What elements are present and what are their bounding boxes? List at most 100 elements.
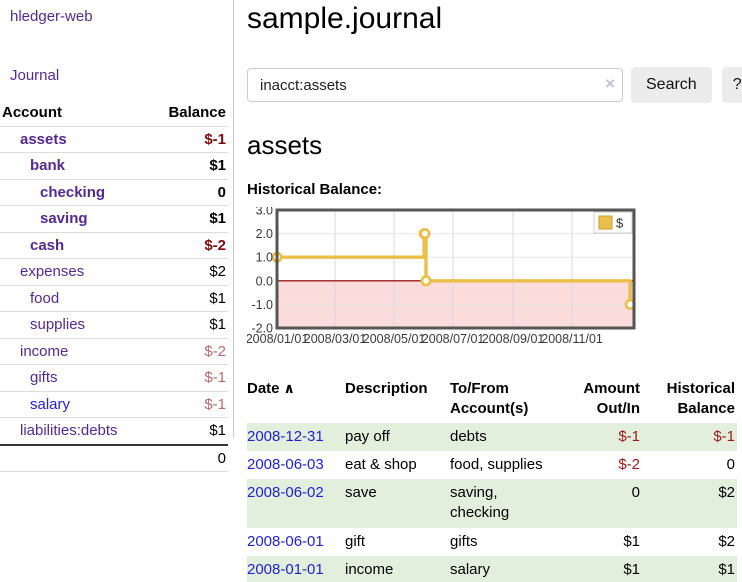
accounts-header-balance: Balance (168, 104, 226, 121)
account-row: cash $-2 (0, 232, 228, 259)
account-balance: $-2 (204, 236, 226, 254)
account-balance: $-1 (204, 130, 226, 148)
brand-link[interactable]: hledger-web (10, 8, 93, 25)
transaction-accounts: saving, checking (450, 484, 510, 522)
sidebar-account-link[interactable]: assets (20, 130, 67, 148)
search-button[interactable]: Search (631, 67, 712, 103)
account-heading: assets (247, 130, 323, 160)
account-row: saving $1 (0, 206, 228, 232)
help-button[interactable]: ? (721, 67, 742, 103)
transaction-date-link[interactable]: 2008-12-31 (247, 427, 324, 445)
search-input[interactable] (247, 68, 623, 102)
register-table: Date ∧ Description To/From Account(s) Amount O… (247, 376, 737, 582)
historical-balance-chart: $3.0 2.0 1.0 0.0 -1.0 -2.02008/01/012008/03/0… (246, 204, 636, 346)
account-cell: gifts (0, 365, 151, 392)
sidebar-account-link[interactable]: supplies (30, 316, 86, 333)
chart-border (275, 208, 636, 330)
transaction-date-cell: 2008-12-31 (247, 423, 345, 451)
account-cell: liabilities:debts (0, 418, 151, 445)
account-balance: $1 (209, 289, 226, 307)
transaction-date-link[interactable]: 2008-06-03 (247, 455, 324, 473)
sidebar-divider (233, 0, 234, 438)
legend-label: $ (616, 216, 624, 231)
accounts-total-value: 0 (217, 449, 226, 467)
x-axis-tick-label: 2008/05/01 (363, 332, 426, 346)
account-cell: bank (0, 153, 151, 180)
sidebar-account-link[interactable]: gifts (30, 369, 58, 386)
transaction-amount: $1 (623, 560, 640, 578)
account-row: expenses $2 (0, 259, 228, 285)
transaction-balance: $1 (718, 560, 735, 578)
sidebar-account-link[interactable]: food (30, 289, 60, 307)
sidebar-account-link[interactable]: cash (30, 236, 65, 254)
register-header-amount: Amount Out/In (583, 380, 640, 418)
account-balance: $-2 (204, 342, 226, 360)
account-row: supplies $1 (0, 312, 228, 339)
transaction-balance: $-1 (713, 427, 735, 445)
transaction-description: save (345, 484, 377, 501)
y-axis-tick-label: -1.0 (251, 298, 273, 312)
accounts-total-spacer (0, 445, 151, 472)
transaction-row: 2008-06-02 save saving, checking 0 $2 (247, 479, 737, 528)
account-balance: $2 (209, 263, 226, 280)
transaction-date-cell: 2008-01-01 (247, 556, 345, 582)
sidebar-account-link[interactable]: saving (40, 210, 88, 227)
register-header-row: Date ∧ Description To/From Account(s) Amount O… (247, 376, 737, 423)
transaction-amount: 0 (631, 484, 640, 501)
data-point-marker (419, 228, 431, 240)
sidebar-account-link[interactable]: income (20, 342, 69, 360)
account-balance: $1 (209, 210, 226, 227)
account-cell: food (0, 285, 151, 312)
account-cell: checking (0, 179, 151, 206)
y-axis-tick-label: 0.0 (256, 274, 273, 288)
register-header-date[interactable]: Date ∧ (247, 380, 295, 397)
transaction-accounts: debts (450, 427, 487, 445)
account-balance: $-1 (204, 395, 226, 413)
account-cell: salary (0, 391, 151, 418)
sidebar-account-link[interactable]: liabilities:debts (20, 422, 118, 439)
account-cell: supplies (0, 312, 151, 339)
sidebar-account-link[interactable]: expenses (20, 263, 85, 280)
chart-heading: Historical Balance: (247, 181, 383, 198)
transaction-date-cell: 2008-06-03 (247, 451, 345, 479)
transaction-date-cell: 2008-06-01 (247, 528, 345, 556)
x-axis-tick-label: 2008/07/01 (422, 332, 485, 346)
account-cell: income (0, 338, 151, 365)
account-balance: $1 (209, 422, 226, 439)
page-title: sample.journal (247, 2, 443, 35)
account-cell: cash (0, 232, 151, 259)
transaction-row: 2008-01-01 income salary $1 $1 (247, 555, 737, 582)
sidebar-account-link[interactable]: salary (30, 395, 71, 413)
transaction-date-link[interactable]: 2008-01-01 (247, 560, 324, 578)
register-table-body: 2008-12-31 pay off debts $-1 $-1 2008-06-03 ea… (247, 422, 737, 582)
transaction-amount: $1 (623, 532, 640, 550)
transaction-accounts: food, supplies (450, 455, 543, 473)
sort-ascending-icon: ∧ (283, 380, 295, 396)
y-axis-tick-label: 3.0 (256, 207, 273, 218)
transaction-amount: $-1 (618, 427, 640, 445)
x-axis-tick-label: 2008/03/01 (304, 332, 367, 346)
account-row: food $1 (0, 285, 228, 312)
transaction-description: eat & shop (345, 455, 417, 473)
data-point-marker (420, 275, 432, 287)
accounts-table-body: assets $-1 bank $1 checking 0 saving $1 cash $-2 e… (0, 126, 228, 445)
transaction-balance: 0 (726, 455, 735, 473)
account-row: income $-2 (0, 338, 228, 365)
search-form: × Search ? (247, 67, 742, 103)
accounts-total-row: 0 (0, 444, 228, 472)
clear-search-icon[interactable]: × (605, 74, 615, 93)
transaction-date-link[interactable]: 2008-06-01 (247, 532, 324, 550)
account-row: checking 0 (0, 179, 228, 206)
transaction-row: 2008-06-03 eat & shop food, supplies $-2 0 (247, 451, 737, 479)
sidebar-account-link[interactable]: checking (40, 183, 106, 201)
account-balance: $1 (209, 316, 226, 333)
sidebar-item-journal[interactable]: Journal (10, 67, 60, 84)
legend-swatch-icon (598, 215, 613, 230)
transaction-date-link[interactable]: 2008-06-02 (247, 484, 324, 501)
register-header-accounts: To/From Account(s) (450, 380, 529, 418)
transaction-description: income (345, 560, 394, 578)
sidebar-account-link[interactable]: bank (30, 157, 66, 174)
transaction-amount: $-2 (618, 455, 640, 473)
accounts-header-account: Account (2, 104, 62, 121)
